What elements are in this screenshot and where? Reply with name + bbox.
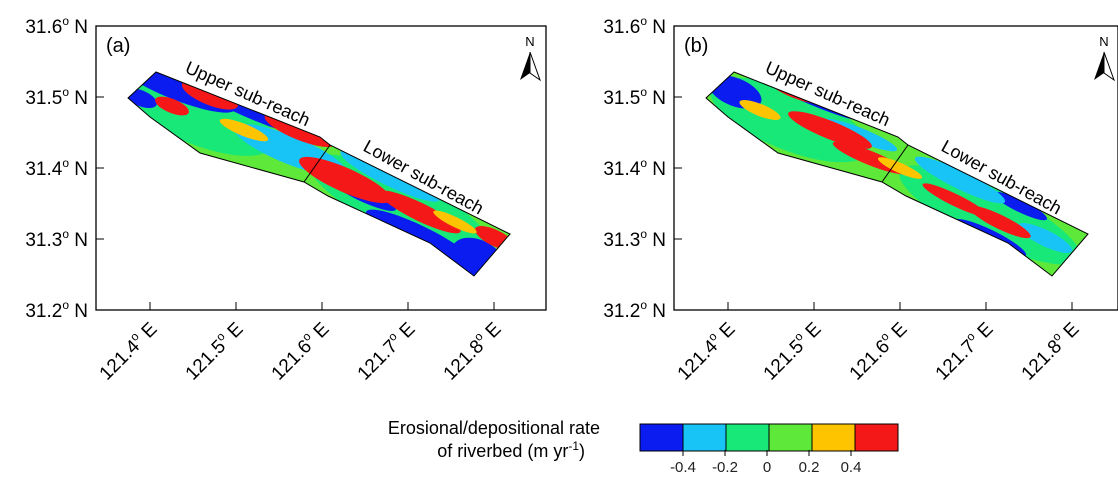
panel-b-tag: (b): [684, 35, 708, 57]
colorbar-swatch: [725, 423, 770, 452]
x-tick-label: 121.8o E: [438, 317, 506, 385]
x-tick-label: 121.6o E: [844, 317, 912, 385]
y-tick-label: 31.6o N: [25, 14, 88, 38]
legend-title-line2: of riverbed (m yr-1): [437, 439, 585, 461]
colorbar-swatch: [768, 423, 813, 452]
colorbar-swatch: [682, 423, 727, 452]
panel-a: 31.6o N 31.5o N 31.4o N 31.3o N 31.2o N …: [25, 14, 547, 385]
x-tick-label: 121.6o E: [266, 317, 334, 385]
y-tick-label: 31.4o N: [603, 156, 666, 180]
svg-text:N: N: [1099, 34, 1108, 49]
panel-a-tag: (a): [106, 35, 130, 57]
colorbar-swatch: [639, 423, 684, 452]
north-arrow-icon: N: [1094, 34, 1115, 82]
panel-a-x-axis: 121.4o E 121.5o E 121.6o E 121.7o E 121.…: [94, 302, 506, 385]
panel-b: 31.6o N 31.5o N 31.4o N 31.3o N 31.2o N …: [603, 14, 1118, 385]
x-tick-label: 121.7o E: [930, 317, 998, 385]
colorbar-tick-label: -0.2: [712, 459, 738, 476]
panel-b-y-axis: 31.6o N 31.5o N 31.4o N 31.3o N 31.2o N: [603, 14, 682, 322]
colorbar-tick-label: -0.4: [670, 459, 696, 476]
x-tick-label: 121.7o E: [352, 317, 420, 385]
colorbar-swatches: [639, 423, 899, 452]
colorbar-tick-label: 0: [763, 459, 771, 476]
riverbed-rate-map: [127, 71, 511, 277]
colorbar-legend: Erosional/depositional rate of riverbed …: [388, 418, 899, 476]
y-tick-label: 31.2o N: [603, 298, 666, 322]
x-tick-label: 121.8o E: [1016, 317, 1084, 385]
y-tick-label: 31.5o N: [25, 85, 88, 109]
panel-b-x-axis: 121.4o E 121.5o E 121.6o E 121.7o E 121.…: [672, 302, 1084, 385]
y-tick-label: 31.5o N: [603, 85, 666, 109]
colorbar-ticks: -0.4 -0.2 0 0.2 0.4: [670, 450, 861, 476]
north-arrow-icon: N: [520, 34, 541, 82]
svg-text:N: N: [525, 34, 534, 49]
y-tick-label: 31.3o N: [25, 227, 88, 251]
colorbar-swatch: [854, 423, 899, 452]
x-tick-label: 121.4o E: [94, 317, 162, 385]
colorbar-tick-label: 0.4: [841, 459, 862, 476]
sub-reach-divider: [303, 144, 331, 183]
y-tick-label: 31.6o N: [603, 14, 666, 38]
x-tick-label: 121.5o E: [758, 317, 826, 385]
y-tick-label: 31.3o N: [603, 227, 666, 251]
colorbar-swatch: [811, 423, 856, 452]
y-tick-label: 31.2o N: [25, 298, 88, 322]
colorbar-tick-label: 0.2: [799, 459, 820, 476]
sub-reach-divider: [881, 144, 909, 183]
panel-a-y-axis: 31.6o N 31.5o N 31.4o N 31.3o N 31.2o N: [25, 14, 104, 322]
legend-title-line1: Erosional/depositional rate: [388, 418, 600, 438]
x-tick-label: 121.4o E: [672, 317, 740, 385]
x-tick-label: 121.5o E: [180, 317, 248, 385]
y-tick-label: 31.4o N: [25, 156, 88, 180]
